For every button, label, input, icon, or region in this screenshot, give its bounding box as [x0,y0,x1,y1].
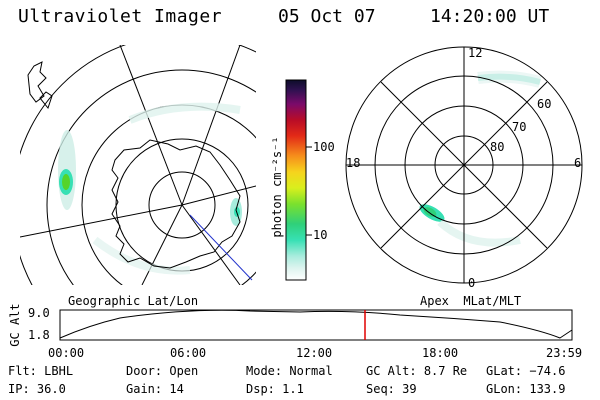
time-tick-0000: 00:00 [48,346,85,360]
mlt-label-0: 0 [468,276,476,290]
coastline [111,139,241,269]
info-dsp: Dsp: 1.1 [246,382,304,396]
geographic-map-label: Geographic Lat/Lon [68,294,199,308]
info-glat: GLat: −74.6 [486,364,566,378]
ip-value: 36.0 [36,382,66,396]
mlt-label-18: 18 [346,156,361,170]
info-gc-alt: GC Alt: 8.7 Re [366,364,468,378]
app-title: Ultraviolet Imager [18,6,223,27]
altitude-ytick-low: 1.8 [28,328,50,342]
info-seq: Seq: 39 [366,382,417,396]
colorbar-tick-100: 100 [313,140,335,154]
mlat-label-80: 80 [490,140,505,154]
info-gain: Gain: 14 [126,382,184,396]
colorbar [285,79,312,281]
altitude-curve [59,309,573,339]
info-glon: GLon: 133.9 [486,382,566,396]
date-label: 05 Oct 07 [278,6,376,27]
dsp-value: 1.1 [282,382,304,396]
seq-value: 39 [402,382,417,396]
glon-value: 133.9 [529,382,566,396]
altitude-plot [59,309,573,341]
info-flt: Flt: LBHL [8,364,74,378]
mode-value: Normal [289,364,333,378]
mlt-label-6: 6 [574,156,582,170]
altitude-axis-label: GC Alt [8,303,22,347]
gain-value: 14 [169,382,184,396]
mlat-label-70: 70 [512,120,527,134]
time-tick-1800: 18:00 [422,346,459,360]
gc-alt-value: 8.7 Re [423,364,468,378]
colorbar-tick-10: 10 [313,228,328,242]
altitude-ytick-high: 9.0 [28,306,50,320]
apex-map [345,46,583,284]
apex-map-label: Apex MLat/MLT [420,294,522,308]
mlt-label-12: 12 [468,46,483,60]
colorbar-unit-label: photon cm⁻²s⁻¹ [270,136,284,238]
info-ip: IP: 36.0 [8,382,66,396]
door-value: Open [169,364,199,378]
glat-value: −74.6 [529,364,566,378]
info-mode: Mode: Normal [246,364,333,378]
flt-value: LBHL [44,364,74,378]
time-tick-0600: 06:00 [170,346,207,360]
aurora-emission [58,102,242,275]
mlat-label-60: 60 [537,97,552,111]
time-tick-2359: 23:59 [546,346,583,360]
time-label: 14:20:00 UT [430,6,550,27]
info-door: Door: Open [126,364,199,378]
time-tick-1200: 12:00 [296,346,333,360]
geographic-map [20,45,256,285]
